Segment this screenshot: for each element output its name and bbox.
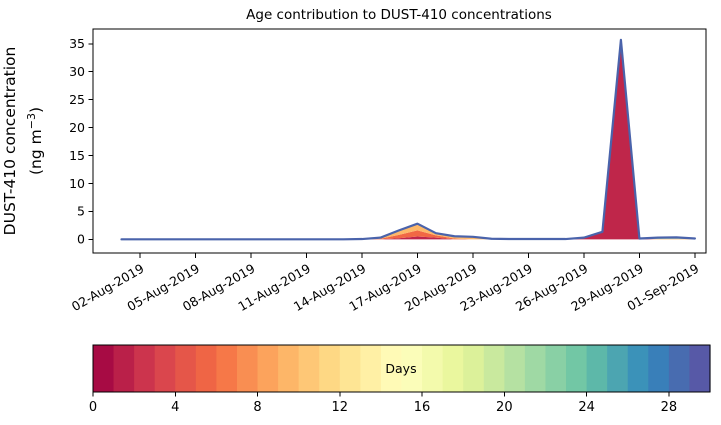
colorbar-tick-label: 16 bbox=[414, 400, 431, 415]
y-tick-label: 25 bbox=[69, 92, 85, 107]
colorbar-segment bbox=[380, 345, 403, 392]
colorbar-segment bbox=[278, 345, 300, 392]
y-axis-unit-prefix: (ng m bbox=[27, 129, 45, 175]
plot-border bbox=[92, 28, 707, 254]
colorbar-tick-label: 28 bbox=[661, 400, 678, 415]
y-axis-label-line2: (ng m−3) bbox=[25, 107, 45, 175]
colorbar-segment bbox=[648, 345, 670, 392]
total-concentration-line bbox=[120, 38, 697, 241]
colorbar-segment bbox=[401, 345, 423, 392]
y-axis-label-line1: DUST-410 concentration bbox=[1, 47, 19, 236]
stacked-area-layers bbox=[121, 39, 695, 240]
total-line bbox=[120, 38, 697, 241]
colorbar-segment bbox=[113, 345, 135, 392]
colorbar-segment bbox=[463, 345, 485, 392]
colorbar-segment bbox=[216, 345, 238, 392]
y-tick-label: 0 bbox=[77, 232, 85, 247]
colorbar: 0 4 8 12 16 20 24 28 bbox=[89, 344, 711, 415]
y-axis-unit-suffix: ) bbox=[27, 107, 45, 113]
area-layer-0 bbox=[121, 48, 695, 240]
colorbar-segment bbox=[504, 345, 526, 392]
colorbar-segment bbox=[483, 345, 505, 392]
colorbar-tick-label: 12 bbox=[332, 400, 349, 415]
colorbar-segment bbox=[319, 345, 341, 392]
colorbar-tick-label: 20 bbox=[496, 400, 513, 415]
colorbar-label: Days bbox=[385, 361, 416, 376]
colorbar-segment bbox=[566, 345, 588, 392]
colorbar-tick-label: 8 bbox=[253, 400, 261, 415]
y-tick-label: 35 bbox=[69, 36, 85, 51]
colorbar-tick-label: 0 bbox=[89, 400, 97, 415]
colorbar-segment bbox=[195, 345, 217, 392]
colorbar-segment bbox=[545, 345, 567, 392]
colorbar-segment bbox=[524, 345, 547, 392]
y-tick-label: 5 bbox=[77, 204, 85, 219]
colorbar-segment bbox=[607, 345, 629, 392]
y-tick-label: 15 bbox=[69, 148, 85, 163]
colorbar-segment bbox=[154, 345, 176, 392]
colorbar-segment bbox=[689, 345, 711, 392]
colorbar-tick-label: 24 bbox=[578, 400, 595, 415]
colorbar-segment bbox=[298, 345, 320, 392]
colorbar-segment bbox=[339, 345, 361, 392]
colorbar-segment bbox=[668, 345, 691, 392]
colorbar-segment bbox=[175, 345, 197, 392]
colorbar-segment bbox=[134, 345, 156, 392]
chart-title: Age contribution to DUST-410 concentrati… bbox=[246, 7, 552, 23]
colorbar-segment bbox=[422, 345, 444, 392]
axes: 0510152025303502-Aug-201905-Aug-201908-A… bbox=[69, 36, 701, 314]
colorbar-segment bbox=[627, 345, 649, 392]
colorbar-segment bbox=[360, 345, 382, 392]
y-tick-label: 10 bbox=[69, 176, 85, 191]
colorbar-border bbox=[92, 344, 711, 393]
colorbar-segment bbox=[442, 345, 464, 392]
colorbar-tick-label: 4 bbox=[171, 400, 179, 415]
colorbar-segment bbox=[93, 345, 115, 392]
y-tick-label: 20 bbox=[69, 120, 85, 135]
colorbar-segment bbox=[586, 345, 608, 392]
colorbar-segment bbox=[236, 345, 259, 392]
y-axis-unit-exponent: −3 bbox=[25, 113, 38, 129]
colorbar-segment bbox=[257, 345, 279, 392]
y-tick-label: 30 bbox=[69, 64, 85, 79]
